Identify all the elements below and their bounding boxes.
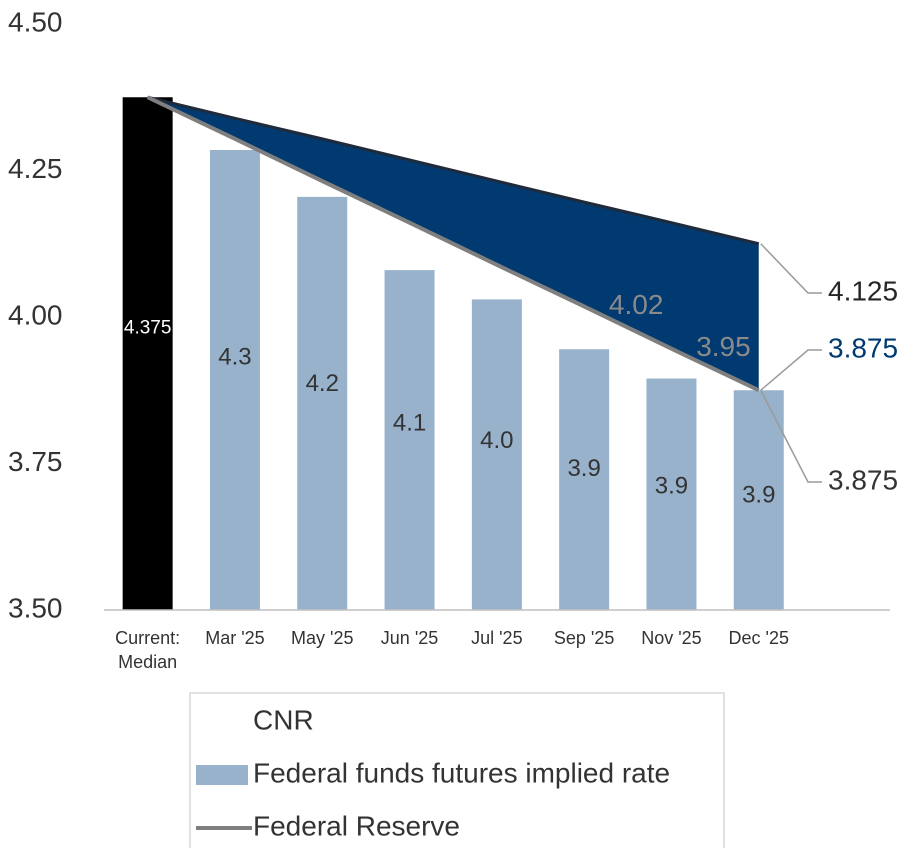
annotation: 3.875 [828, 332, 898, 363]
x-tick-label: Jul '25 [471, 628, 523, 648]
x-tick-label: Dec '25 [728, 628, 789, 648]
y-tick-label: 3.50 [8, 592, 63, 623]
x-tick-label: Jun '25 [380, 628, 439, 648]
annotation: 4.125 [828, 275, 898, 306]
area-edge [147, 95, 760, 246]
x-tick-label: May '25 [291, 628, 354, 648]
bar [384, 270, 435, 610]
legend-label: Federal funds futures implied rate [253, 757, 670, 788]
x-tick-label: Current: Median [115, 628, 181, 672]
x-tick-label: Nov '25 [641, 628, 702, 648]
leader-line [760, 243, 822, 294]
bar [297, 196, 348, 610]
legend-label: Federal Reserve [253, 810, 460, 841]
leader-line [760, 389, 822, 483]
line [146, 95, 760, 393]
leader-line [760, 349, 822, 391]
data-label: 4.375 [124, 318, 172, 339]
x-tick-label: Mar '25 [205, 628, 265, 648]
x-tick-label: Sep '25 [553, 628, 615, 648]
data-label: 4.3 [218, 343, 251, 370]
data-label: 3.9 [655, 473, 688, 500]
data-label: 3.9 [567, 455, 600, 482]
bar [733, 390, 784, 610]
bar [209, 149, 260, 611]
y-tick-label: 4.50 [8, 6, 63, 37]
bar [559, 349, 610, 610]
y-tick-label: 3.75 [8, 446, 63, 477]
data-label: 4.0 [480, 427, 513, 454]
bar [122, 97, 173, 610]
legend-box [189, 692, 725, 848]
bar [646, 378, 697, 610]
legend-label: CNR [253, 704, 314, 735]
data-label: 4.1 [393, 409, 426, 436]
data-label: 3.9 [742, 481, 775, 508]
bar [471, 299, 522, 610]
data-label: 4.2 [306, 370, 339, 397]
data-label: 4.02 [609, 289, 664, 320]
y-tick-label: 4.25 [8, 153, 63, 184]
annotation: 3.875 [828, 464, 898, 495]
data-label: 3.95 [696, 331, 751, 362]
y-tick-label: 4.00 [8, 299, 63, 330]
legend-swatch [196, 765, 248, 785]
